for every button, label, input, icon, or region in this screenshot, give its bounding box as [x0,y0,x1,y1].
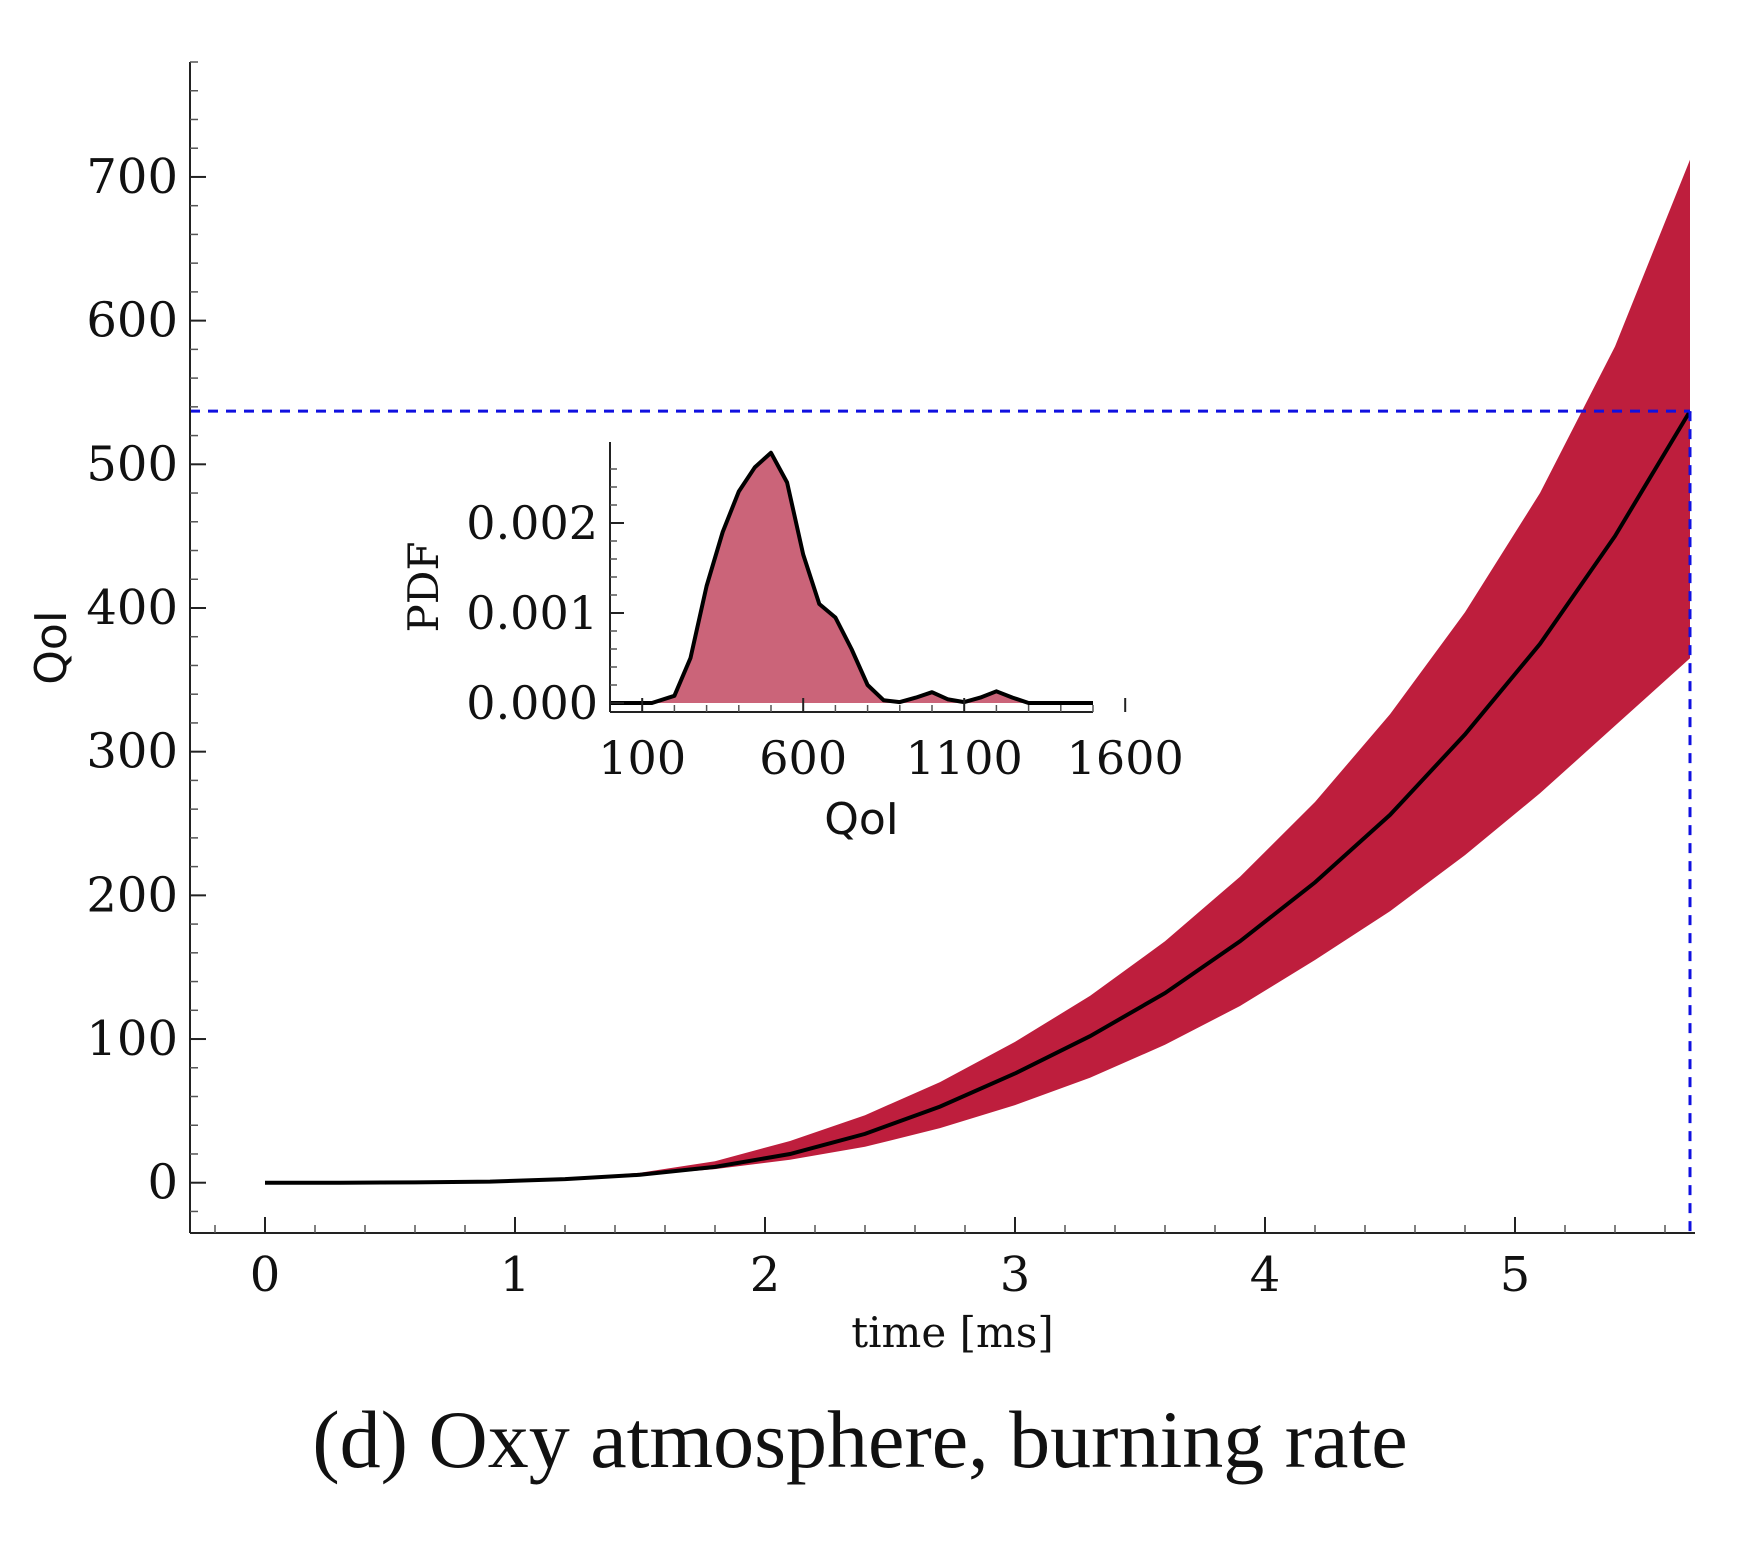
inset-x-tick-label: 100 [598,731,686,785]
inset-y-tick-label: 0.001 [466,586,598,640]
inset-x-tick-labels: 100 600 1100 1600 [598,731,1183,785]
inset-y-tick-labels: 0.000 0.001 0.002 [466,496,598,730]
y-tick-label: 200 [86,867,178,923]
x-tick-label: 3 [1000,1247,1031,1303]
y-axis-label: QoI [26,610,77,685]
inset-y-tick-label: 0.002 [466,496,598,550]
x-tick-label: 5 [1500,1247,1531,1303]
figure-caption: (d) Oxy atmosphere, burning rate [312,1394,1407,1485]
y-tick-label: 700 [86,149,178,205]
inset-x-tick-label: 1100 [906,731,1023,785]
pdf-fill [610,452,1093,703]
inset-y-tick-label: 0.000 [466,676,598,730]
y-tick-label: 0 [147,1155,178,1211]
x-tick-label: 4 [1250,1247,1281,1303]
x-axis-label: time [ms] [851,1308,1054,1357]
inset-plot: 100 600 1100 1600 0.000 0.001 0.002 QoI PDF [399,442,1184,845]
inset-axes [609,442,1127,713]
inset-y-axis-label: PDF [399,541,448,632]
pdf-line [610,450,1093,705]
y-tick-label: 300 [86,724,178,780]
x-tick-label: 1 [500,1247,531,1303]
x-tick-label: 0 [250,1247,281,1303]
inset-x-axis-label: QoI [824,794,899,845]
main-axes [189,61,1695,1234]
y-tick-label: 400 [86,580,178,636]
y-tick-label: 600 [86,293,178,349]
y-tick-label: 100 [86,1011,178,1067]
mean-line [265,410,1692,1185]
inset-x-tick-label: 1600 [1067,731,1184,785]
inset-x-tick-label: 600 [759,731,847,785]
x-tick-labels: 0 1 2 3 4 5 [250,1247,1531,1303]
y-tick-label: 500 [86,436,178,492]
y-tick-labels: 0 100 200 300 400 500 600 700 [86,149,178,1211]
x-tick-label: 2 [750,1247,781,1303]
uncertainty-band [265,159,1690,1183]
